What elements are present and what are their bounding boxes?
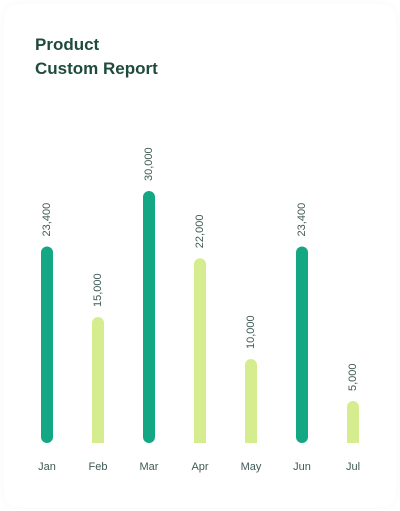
x-axis-label-jan: Jan [38, 461, 56, 473]
value-label-apr: 22,000 [194, 215, 206, 249]
bar-jul [347, 401, 359, 443]
x-axis-label-apr: Apr [191, 461, 208, 473]
bar-may [245, 359, 257, 443]
value-label-feb: 15,000 [92, 273, 104, 307]
x-axis-label-feb: Feb [89, 461, 108, 473]
value-label-group: 23,400 15,000 30,000 22,000 10,000 23,400 5,00… [41, 147, 359, 391]
value-label-jun: 23,400 [296, 203, 308, 237]
value-label-may: 10,000 [245, 315, 257, 349]
bar-mar [143, 191, 155, 443]
value-label-jul: 5,000 [347, 363, 359, 391]
value-label-jan: 23,400 [41, 203, 53, 237]
bar-jan [41, 246, 53, 443]
x-axis-label-may: May [241, 461, 262, 473]
chart-title: Product Custom Report [35, 33, 158, 81]
bar-feb [92, 317, 104, 443]
x-axis-label-jun: Jun [293, 461, 311, 473]
chart-title-line-1: Product [35, 35, 100, 54]
value-label-mar: 30,000 [143, 147, 155, 181]
bar-jun [296, 246, 308, 443]
x-axis-label-mar: Mar [140, 461, 159, 473]
chart-title-line-2: Custom Report [35, 59, 158, 78]
bar-group [41, 191, 359, 443]
x-axis-label-group: Jan Feb Mar Apr May Jun Jul [38, 461, 360, 473]
bar-apr [194, 258, 206, 443]
x-axis-label-jul: Jul [346, 461, 360, 473]
